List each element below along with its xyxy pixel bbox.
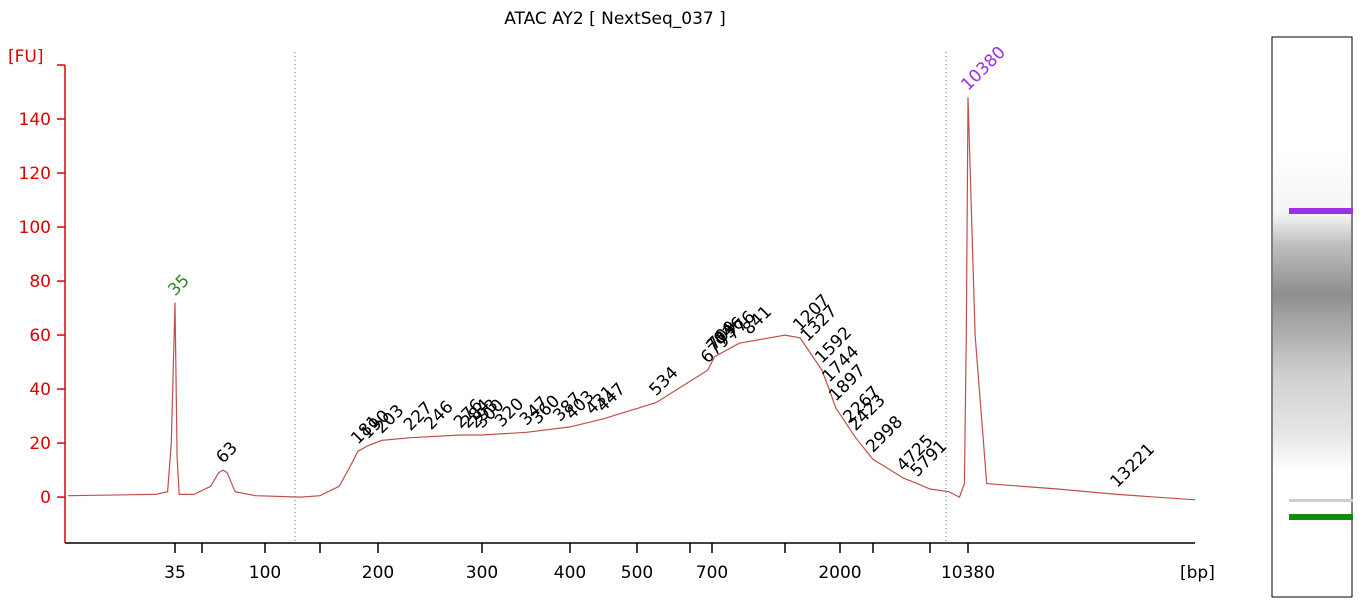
x-tick-label: 35 [164,563,186,583]
chart-title: ATAC AY2 [ NextSeq_037 ] [504,9,726,29]
x-tick-label: 300 [466,563,498,583]
x-tick-label: 2000 [818,563,861,583]
y-tick-label: 0 [40,488,51,508]
y-tick-label: 40 [29,380,51,400]
y-tick-label: 120 [19,164,51,184]
gel-band [1289,499,1353,502]
peak-label: 534 [646,363,683,400]
gel-upper-marker [1289,208,1353,214]
gel-lane [1271,36,1353,598]
x-axis-label: [bp] [1180,563,1215,583]
gel-lower-marker [1289,514,1353,520]
trace [67,97,1196,501]
x-tick-label: 100 [249,563,281,583]
gel-smear [1273,150,1351,470]
peak-label: 35 [164,271,193,300]
x-tick-label: 400 [554,563,586,583]
peak-label: 13221 [1107,440,1159,492]
y-tick-label: 140 [19,110,51,130]
x-tick-label: 200 [362,563,394,583]
y-axis-label: [FU] [8,47,44,67]
peak-label: 63 [212,438,241,467]
y-tick-label: 100 [19,218,51,238]
peak-label: 10380 [957,43,1009,95]
x-tick-label: 500 [621,563,653,583]
y-tick-label: 80 [29,272,51,292]
x-tick-label: 10380 [941,563,995,583]
y-tick-label: 60 [29,326,51,346]
y-tick-label: 20 [29,434,51,454]
x-tick-label: 700 [696,563,728,583]
